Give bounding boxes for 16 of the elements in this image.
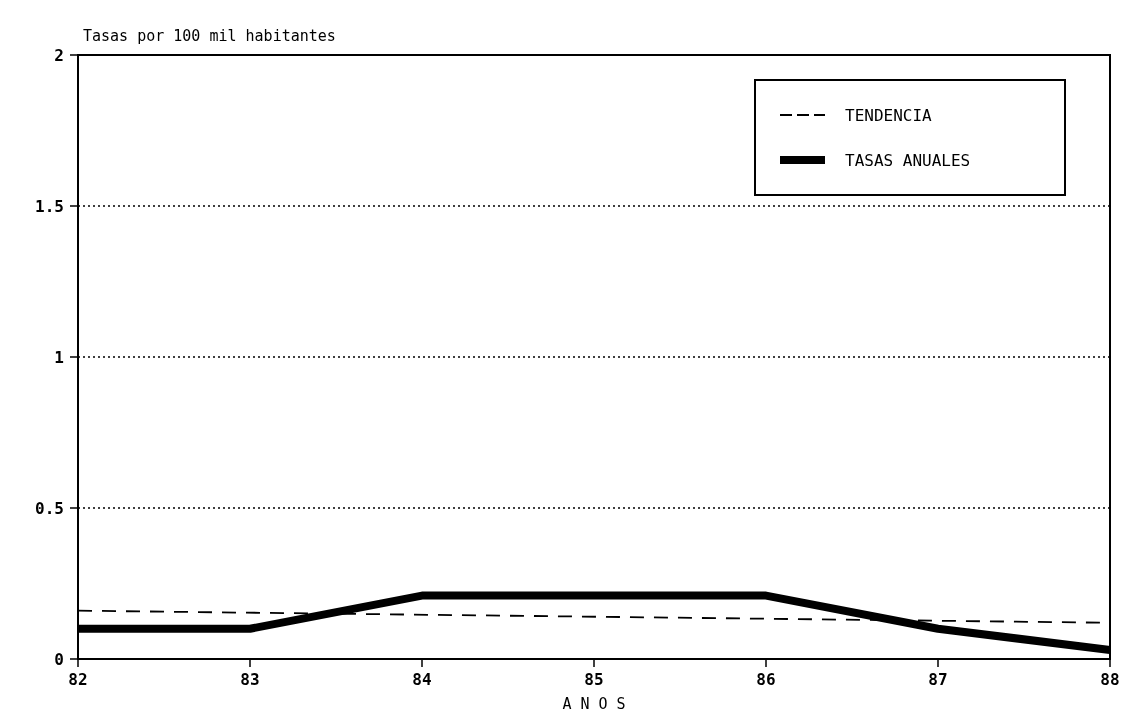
chart-title: Tasas por 100 mil habitantes bbox=[83, 27, 336, 45]
legend-label: TENDENCIA bbox=[845, 106, 933, 125]
x-axis-title: A N O S bbox=[562, 695, 626, 713]
y-tick-label: 0.5 bbox=[35, 499, 64, 518]
y-tick-label: 2 bbox=[54, 46, 64, 65]
y-tick-label: 1.5 bbox=[35, 197, 64, 216]
y-tick-label: 1 bbox=[54, 348, 64, 367]
x-tick-label: 86 bbox=[756, 670, 776, 689]
legend-label: TASAS ANUALES bbox=[845, 151, 971, 170]
x-tick-label: 82 bbox=[68, 670, 88, 689]
x-tick-label: 83 bbox=[240, 670, 260, 689]
x-tick-label: 88 bbox=[1100, 670, 1120, 689]
x-tick-label: 84 bbox=[412, 670, 432, 689]
y-tick-label: 0 bbox=[54, 650, 64, 669]
x-tick-label: 87 bbox=[928, 670, 948, 689]
x-tick-label: 85 bbox=[584, 670, 604, 689]
